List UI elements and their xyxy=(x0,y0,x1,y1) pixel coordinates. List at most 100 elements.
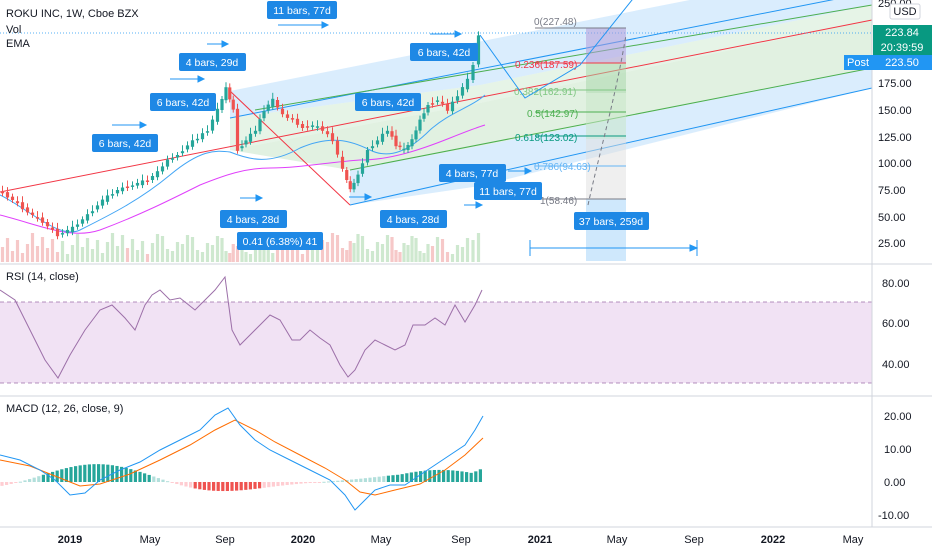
candle-body xyxy=(394,135,398,147)
candle-body xyxy=(55,228,60,237)
measure-arrows[interactable] xyxy=(112,21,699,256)
volume-bar xyxy=(100,253,105,262)
macd-hist-bar xyxy=(78,465,82,482)
ema-legend[interactable]: EMA xyxy=(6,38,31,50)
volume-bar xyxy=(235,246,240,262)
volume-bar xyxy=(35,246,40,262)
price-candles[interactable] xyxy=(0,31,481,240)
last-price-badge[interactable]: 223.84 xyxy=(873,25,932,40)
macd-hist-bar xyxy=(161,479,165,482)
candle-body xyxy=(105,195,110,202)
time-axis[interactable]: 2019 May Sep 2020 May Sep 2021 May Sep 2022 May xyxy=(0,526,932,546)
macd-hist-bar xyxy=(428,470,432,482)
volume-bar xyxy=(10,251,15,262)
candle-body xyxy=(170,158,175,160)
candle-body xyxy=(15,201,20,204)
rsi-band-fill xyxy=(0,302,872,383)
macd-hist-bar xyxy=(331,481,335,483)
volume-bar xyxy=(195,250,200,262)
macd-tick-label: 0.00 xyxy=(884,477,905,489)
rsi-tick-label: 60.00 xyxy=(882,318,910,330)
macd-hist-bar xyxy=(271,482,275,487)
label-11-bars-77d-top[interactable]: 11 bars, 77d xyxy=(267,1,337,19)
candle-body xyxy=(345,170,349,180)
rsi-pane[interactable]: RSI (14, close) xyxy=(0,263,932,384)
time-tick-label: May xyxy=(371,534,392,546)
label-6-bars-42d-right[interactable]: 6 bars, 42d xyxy=(410,43,478,61)
macd-hist-bar xyxy=(129,469,133,482)
label-4-bars-29d[interactable]: 4 bars, 29d xyxy=(179,53,246,71)
svg-text:11 bars, 77d: 11 bars, 77d xyxy=(273,5,331,17)
volume-bar xyxy=(175,242,180,262)
candle-body xyxy=(200,133,205,140)
macd-hist-bar xyxy=(184,482,188,487)
candle-body xyxy=(440,101,445,104)
svg-text:4 bars, 28d: 4 bars, 28d xyxy=(227,214,280,226)
pitchfork-handle[interactable] xyxy=(229,90,351,206)
currency-badge[interactable]: USD xyxy=(889,3,921,20)
candle-body xyxy=(228,87,232,100)
label-6-bars-42d-left[interactable]: 6 bars, 42d xyxy=(92,134,158,152)
fib-level-label: 0(227.48) xyxy=(534,17,577,28)
macd-pane[interactable]: MACD (12, 26, close, 9) xyxy=(0,395,932,511)
price-axis[interactable]: 250.00225.00200.00175.00150.00125.00100.… xyxy=(844,0,932,527)
channel-top-line[interactable] xyxy=(229,0,872,119)
label-6-bars-42d-channel[interactable]: 6 bars, 42d xyxy=(355,93,421,111)
macd-hist-bar xyxy=(469,472,473,482)
macd-hist-bar xyxy=(83,464,87,482)
volume-bar xyxy=(330,233,335,262)
macd-hist-bar xyxy=(474,471,478,482)
volume-bar xyxy=(280,246,285,262)
label-11-bars-77d-bottom[interactable]: 11 bars, 77d xyxy=(474,182,542,200)
macd-hist-bar xyxy=(212,482,216,491)
candle-body xyxy=(205,131,210,133)
candle-body xyxy=(25,207,30,213)
volume-bar xyxy=(465,238,470,262)
projection-path[interactable] xyxy=(479,0,640,99)
candle-body xyxy=(266,104,270,111)
candle-body xyxy=(330,133,335,142)
countdown-badge: 20:39:59 xyxy=(873,40,932,55)
volume-bar xyxy=(25,244,30,262)
macd-hist-bar xyxy=(60,469,64,482)
symbol-title[interactable]: ROKU INC, 1W, Cboe BZX xyxy=(6,8,139,20)
volume-bar xyxy=(65,254,70,262)
volume-legend[interactable]: Vol xyxy=(6,24,21,36)
candle-body xyxy=(390,131,394,137)
volume-bar xyxy=(45,248,50,262)
candle-body xyxy=(185,145,190,150)
macd-hist-bar xyxy=(51,471,55,482)
label-4-bars-28d-right[interactable]: 4 bars, 28d xyxy=(380,210,447,228)
fib-zone-0 xyxy=(586,28,626,63)
label-price-change[interactable]: 0.41 (6.38%) 41 xyxy=(237,232,323,250)
label-6-bars-42d-mid[interactable]: 6 bars, 42d xyxy=(150,93,216,111)
macd-hist-bar xyxy=(446,470,450,482)
label-4-bars-28d-left[interactable]: 4 bars, 28d xyxy=(220,210,287,228)
label-37-bars-259d[interactable]: 37 bars, 259d xyxy=(574,212,649,230)
candle-body xyxy=(75,224,80,227)
candle-body xyxy=(310,125,315,127)
time-tick-label: May xyxy=(843,534,864,546)
rsi-title[interactable]: RSI (14, close) xyxy=(6,271,79,283)
macd-hist-bar xyxy=(363,478,367,482)
macd-hist-bar xyxy=(166,481,170,483)
macd-tick-label: -10.00 xyxy=(878,510,909,522)
channel-upper-green-line[interactable] xyxy=(254,4,873,111)
volume-bar xyxy=(335,235,340,262)
volume-bar xyxy=(165,249,170,262)
candle-body xyxy=(352,182,356,190)
volume-bar xyxy=(348,241,352,262)
measure-labels[interactable]: 11 bars, 77d 4 bars, 29d 6 bars, 42d 6 b… xyxy=(92,1,649,250)
main-pane[interactable]: 0(227.48) 0.236(187.59) 0.382(162.91) 0.5(1… xyxy=(0,0,873,262)
candle-body xyxy=(20,202,25,210)
channel-median-line[interactable] xyxy=(0,19,873,193)
volume-bar xyxy=(248,254,253,262)
label-4-bars-77d[interactable]: 4 bars, 77d xyxy=(439,164,506,182)
candle-body xyxy=(285,114,290,118)
candle-body xyxy=(418,119,422,131)
macd-title[interactable]: MACD (12, 26, close, 9) xyxy=(6,403,123,415)
post-market-badge[interactable]: Post 223.50 xyxy=(844,55,932,70)
candle-body xyxy=(385,130,390,134)
volume-bar xyxy=(160,236,165,262)
